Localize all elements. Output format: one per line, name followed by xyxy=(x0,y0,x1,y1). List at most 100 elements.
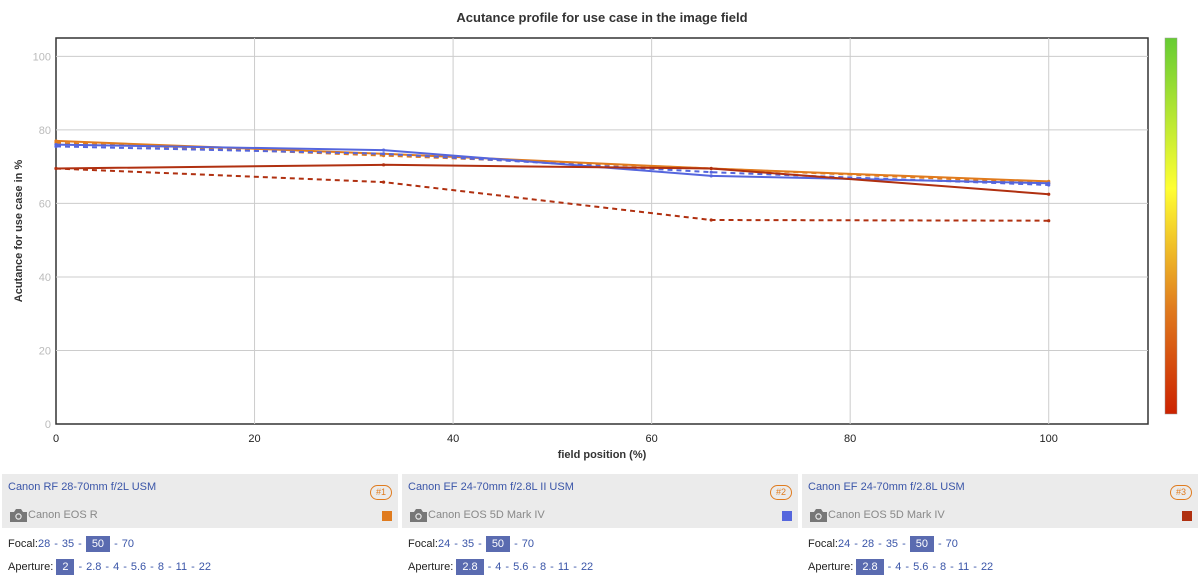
focal-label: Focal: xyxy=(808,538,838,550)
lens-link[interactable]: Canon RF 28-70mm f/2L USM xyxy=(8,481,157,493)
data-point[interactable] xyxy=(1047,219,1051,223)
focal-option[interactable]: 24 xyxy=(837,538,851,550)
option-separator: - xyxy=(454,538,458,550)
y-tick-label: 60 xyxy=(39,198,51,210)
focal-option[interactable]: 70 xyxy=(521,538,534,550)
focal-selector: Focal:24-28-35-50-70 xyxy=(808,536,958,552)
lens-link[interactable]: Canon EF 24-70mm f/2.8L USM xyxy=(808,481,965,493)
option-separator: - xyxy=(105,561,110,573)
aperture-option[interactable]: 2.8 xyxy=(456,559,484,575)
data-point[interactable] xyxy=(1047,183,1051,187)
series-line-3 xyxy=(55,143,1049,185)
acutance-chart: Acutance profile for use case in the ima… xyxy=(13,10,1178,461)
aperture-option[interactable]: 8 xyxy=(540,561,547,573)
data-point[interactable] xyxy=(382,163,386,167)
focal-option[interactable]: 24 xyxy=(437,538,451,550)
rank-badge: #1 xyxy=(370,485,392,500)
y-tick-label: 40 xyxy=(39,272,51,284)
option-separator: - xyxy=(902,538,906,550)
focal-selector: Focal:24-35-50-70 xyxy=(408,536,534,552)
aperture-option[interactable]: 5.6 xyxy=(130,561,147,573)
option-separator: - xyxy=(573,561,577,573)
option-separator: - xyxy=(167,561,172,573)
x-tick-label: 100 xyxy=(1040,433,1058,445)
chart-title: Acutance profile for use case in the ima… xyxy=(456,10,747,25)
aperture-label: Aperture: xyxy=(808,561,854,573)
aperture-option[interactable]: 11 xyxy=(957,561,970,573)
data-point[interactable] xyxy=(709,174,713,178)
focal-option[interactable]: 70 xyxy=(121,538,134,550)
x-tick-label: 60 xyxy=(646,433,658,445)
aperture-option[interactable]: 4 xyxy=(113,561,120,573)
focal-option[interactable]: 70 xyxy=(945,538,958,550)
data-point[interactable] xyxy=(54,144,58,149)
focal-option[interactable]: 50 xyxy=(909,536,934,552)
aperture-option[interactable]: 5.6 xyxy=(513,561,529,573)
series-line-5 xyxy=(55,163,1049,196)
data-point[interactable] xyxy=(382,148,386,152)
data-point[interactable] xyxy=(54,166,58,171)
focal-selector: Focal:28-35-50-70 xyxy=(8,536,134,552)
focal-option[interactable]: 35 xyxy=(61,538,75,550)
aperture-option[interactable]: 11 xyxy=(175,561,188,573)
aperture-option[interactable]: 22 xyxy=(980,561,994,573)
y-tick-label: 0 xyxy=(45,419,51,431)
focal-option[interactable]: 28 xyxy=(37,538,51,550)
focal-option[interactable]: 50 xyxy=(85,536,111,552)
series-color-swatch xyxy=(782,511,792,521)
aperture-option[interactable]: 22 xyxy=(198,561,211,573)
data-point[interactable] xyxy=(1047,192,1051,196)
focal-option[interactable]: 35 xyxy=(461,538,475,550)
option-separator: - xyxy=(150,561,154,573)
option-separator: - xyxy=(932,561,937,573)
camera-name: Canon EOS 5D Mark IV xyxy=(828,509,945,521)
data-point[interactable] xyxy=(382,180,386,184)
x-axis-label: field position (%) xyxy=(558,449,647,461)
option-separator: - xyxy=(950,561,954,573)
data-point[interactable] xyxy=(382,152,386,156)
option-separator: - xyxy=(478,538,482,550)
aperture-option[interactable]: 2.8 xyxy=(856,559,884,575)
option-separator: - xyxy=(505,561,510,573)
aperture-option[interactable]: 8 xyxy=(157,561,164,573)
panel-header: Canon EF 24-70mm f/2.8L USM #3 Canon EOS… xyxy=(802,474,1198,528)
option-separator: - xyxy=(114,538,118,550)
aperture-option[interactable]: 4 xyxy=(895,561,902,573)
aperture-selector: Aperture: 2.8-4-5.6-8-11-22 xyxy=(808,559,994,575)
aperture-label: Aperture: xyxy=(408,561,454,573)
lens-link[interactable]: Canon EF 24-70mm f/2.8L II USM xyxy=(408,481,574,493)
focal-option[interactable]: 35 xyxy=(885,538,899,550)
aperture-option[interactable]: 11 xyxy=(557,561,570,573)
option-separator: - xyxy=(937,538,942,550)
x-tick-label: 20 xyxy=(248,433,260,445)
aperture-option[interactable]: 4 xyxy=(495,561,502,573)
x-tick-label: 0 xyxy=(53,433,59,445)
option-separator: - xyxy=(78,538,82,550)
lens-panel-1: Canon RF 28-70mm f/2L USM #1 Canon EOS R… xyxy=(2,474,398,586)
color-scale-bar xyxy=(1164,37,1178,415)
option-separator: - xyxy=(532,561,537,573)
x-tick-label: 40 xyxy=(447,433,459,445)
data-point[interactable] xyxy=(709,170,713,174)
y-axis-label: Acutance for use case in % xyxy=(13,160,25,303)
option-separator: - xyxy=(973,561,977,573)
focal-option[interactable]: 28 xyxy=(861,538,875,550)
option-separator: - xyxy=(878,538,882,550)
focal-option[interactable]: 50 xyxy=(485,536,511,552)
camera-icon xyxy=(810,509,827,522)
aperture-option[interactable]: 2 xyxy=(56,559,75,575)
option-separator: - xyxy=(550,561,554,573)
lens-panel-2: Canon EF 24-70mm f/2.8L II USM #2 Canon … xyxy=(402,474,798,586)
aperture-option[interactable]: 22 xyxy=(580,561,594,573)
data-point[interactable] xyxy=(709,218,713,222)
lens-panel-3: Canon EF 24-70mm f/2.8L USM #3 Canon EOS… xyxy=(802,474,1198,586)
grid xyxy=(56,38,1148,424)
aperture-option[interactable]: 5.6 xyxy=(913,561,929,573)
option-separator: - xyxy=(78,561,83,573)
data-point[interactable] xyxy=(709,166,713,171)
aperture-option[interactable]: 2.8 xyxy=(86,561,102,573)
aperture-selector: Aperture: 2.8-4-5.6-8-11-22 xyxy=(408,559,594,575)
x-tick-label: 80 xyxy=(844,433,856,445)
aperture-option[interactable]: 8 xyxy=(940,561,947,573)
aperture-selector: Aperture: 2-2.8-4-5.6-8-11-22 xyxy=(8,559,211,575)
